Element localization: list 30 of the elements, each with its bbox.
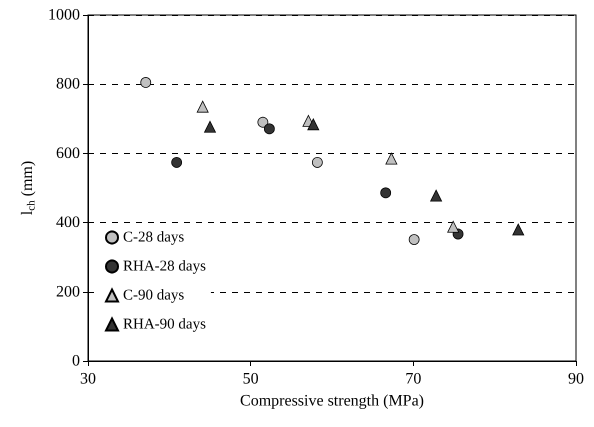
legend-label: RHA-90 days — [123, 316, 206, 332]
legend-label: RHA-28 days — [123, 258, 206, 274]
x-tick-label: 90 — [568, 370, 584, 388]
y-axis-title: lch (mm) — [19, 160, 38, 216]
point — [264, 123, 275, 134]
point — [171, 157, 182, 168]
y-tick-label: 0 — [72, 352, 80, 370]
point — [408, 234, 420, 245]
point — [430, 190, 442, 202]
point — [307, 118, 320, 130]
y-tick-label: 600 — [56, 144, 80, 162]
x-axis-title: Compressive strength (MPa) — [240, 392, 424, 410]
x-tick-label: 70 — [405, 370, 422, 388]
x-tick-label: 30 — [80, 370, 96, 388]
point — [196, 100, 209, 113]
point — [385, 152, 398, 164]
x-tick-label: 50 — [242, 370, 259, 388]
y-tick-label: 1000 — [48, 6, 80, 24]
legend-label: C-90 days — [123, 288, 184, 304]
y-tick-label: 400 — [56, 214, 80, 232]
point — [257, 116, 268, 128]
point — [447, 220, 460, 233]
point — [204, 120, 216, 133]
point — [380, 187, 392, 198]
legend-label: C-28 days — [123, 230, 184, 246]
y-tick-label: 200 — [56, 283, 80, 300]
point — [312, 157, 323, 168]
y-tick-label: 800 — [56, 76, 80, 93]
point — [512, 224, 524, 236]
point — [140, 77, 152, 88]
